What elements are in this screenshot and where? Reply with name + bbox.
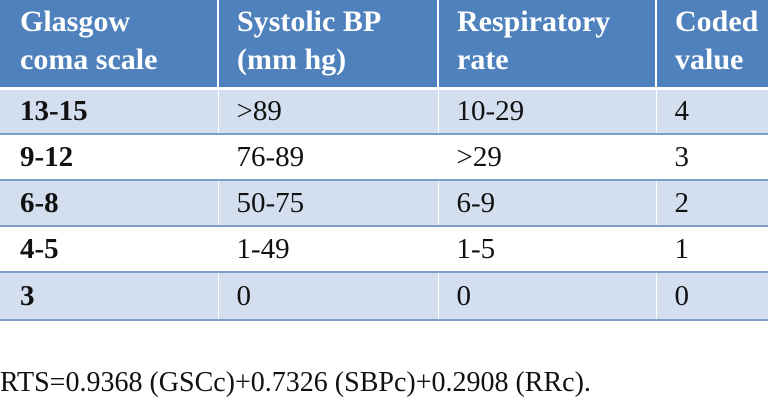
coded-value-cell: 3 — [656, 134, 768, 181]
header-line: Glasgow — [20, 5, 131, 39]
respiratory-rate-cell: >29 — [438, 134, 657, 181]
table-row: 6-8 50-75 6-9 2 — [0, 180, 768, 227]
table-row: 4-5 1-49 1-5 1 — [0, 226, 768, 273]
systolic-bp-cell: >89 — [218, 88, 439, 135]
header-systolic-bp: Systolic BP (mm hg) — [218, 0, 439, 90]
rts-formula: RTS=0.9368 (GSCc)+0.7326 (SBPc)+0.2908 (… — [0, 367, 591, 398]
header-row: Glasgow coma scale Systolic BP (mm hg) Res… — [0, 0, 768, 90]
header-line: coma scale — [20, 43, 158, 77]
respiratory-rate-cell: 1-5 — [438, 226, 657, 273]
header-line: value — [675, 43, 744, 77]
coded-value-cell: 2 — [656, 180, 768, 227]
respiratory-rate-cell: 10-29 — [438, 88, 657, 135]
gcs-cell: 9-12 — [0, 134, 219, 181]
gcs-cell: 4-5 — [0, 226, 219, 273]
gcs-cell: 6-8 — [0, 180, 219, 227]
systolic-bp-cell: 1-49 — [218, 226, 439, 273]
header-line: (mm hg) — [237, 43, 347, 77]
gcs-cell: 13-15 — [0, 88, 219, 135]
header-line: Respiratory — [457, 5, 611, 39]
revised-trauma-score-table: Glasgow coma scale Systolic BP (mm hg) Res… — [0, 0, 768, 321]
table-row: 9-12 76-89 >29 3 — [0, 134, 768, 181]
header-line: Systolic BP — [237, 5, 382, 39]
respiratory-rate-cell: 0 — [438, 272, 657, 321]
respiratory-rate-cell: 6-9 — [438, 180, 657, 227]
systolic-bp-cell: 0 — [218, 272, 439, 321]
coded-value-cell: 1 — [656, 226, 768, 273]
systolic-bp-cell: 76-89 — [218, 134, 439, 181]
coded-value-cell: 4 — [656, 88, 768, 135]
systolic-bp-cell: 50-75 — [218, 180, 439, 227]
coded-value-cell: 0 — [656, 272, 768, 321]
header-line: rate — [457, 43, 509, 77]
gcs-cell: 3 — [0, 272, 219, 321]
header-coded-value: Coded value — [656, 0, 768, 90]
table-row: 13-15 >89 10-29 4 — [0, 88, 768, 135]
header-line: Coded — [675, 5, 759, 39]
header-glasgow-coma-scale: Glasgow coma scale — [0, 0, 219, 90]
header-respiratory-rate: Respiratory rate — [438, 0, 657, 90]
table-row: 3 0 0 0 — [0, 272, 768, 321]
